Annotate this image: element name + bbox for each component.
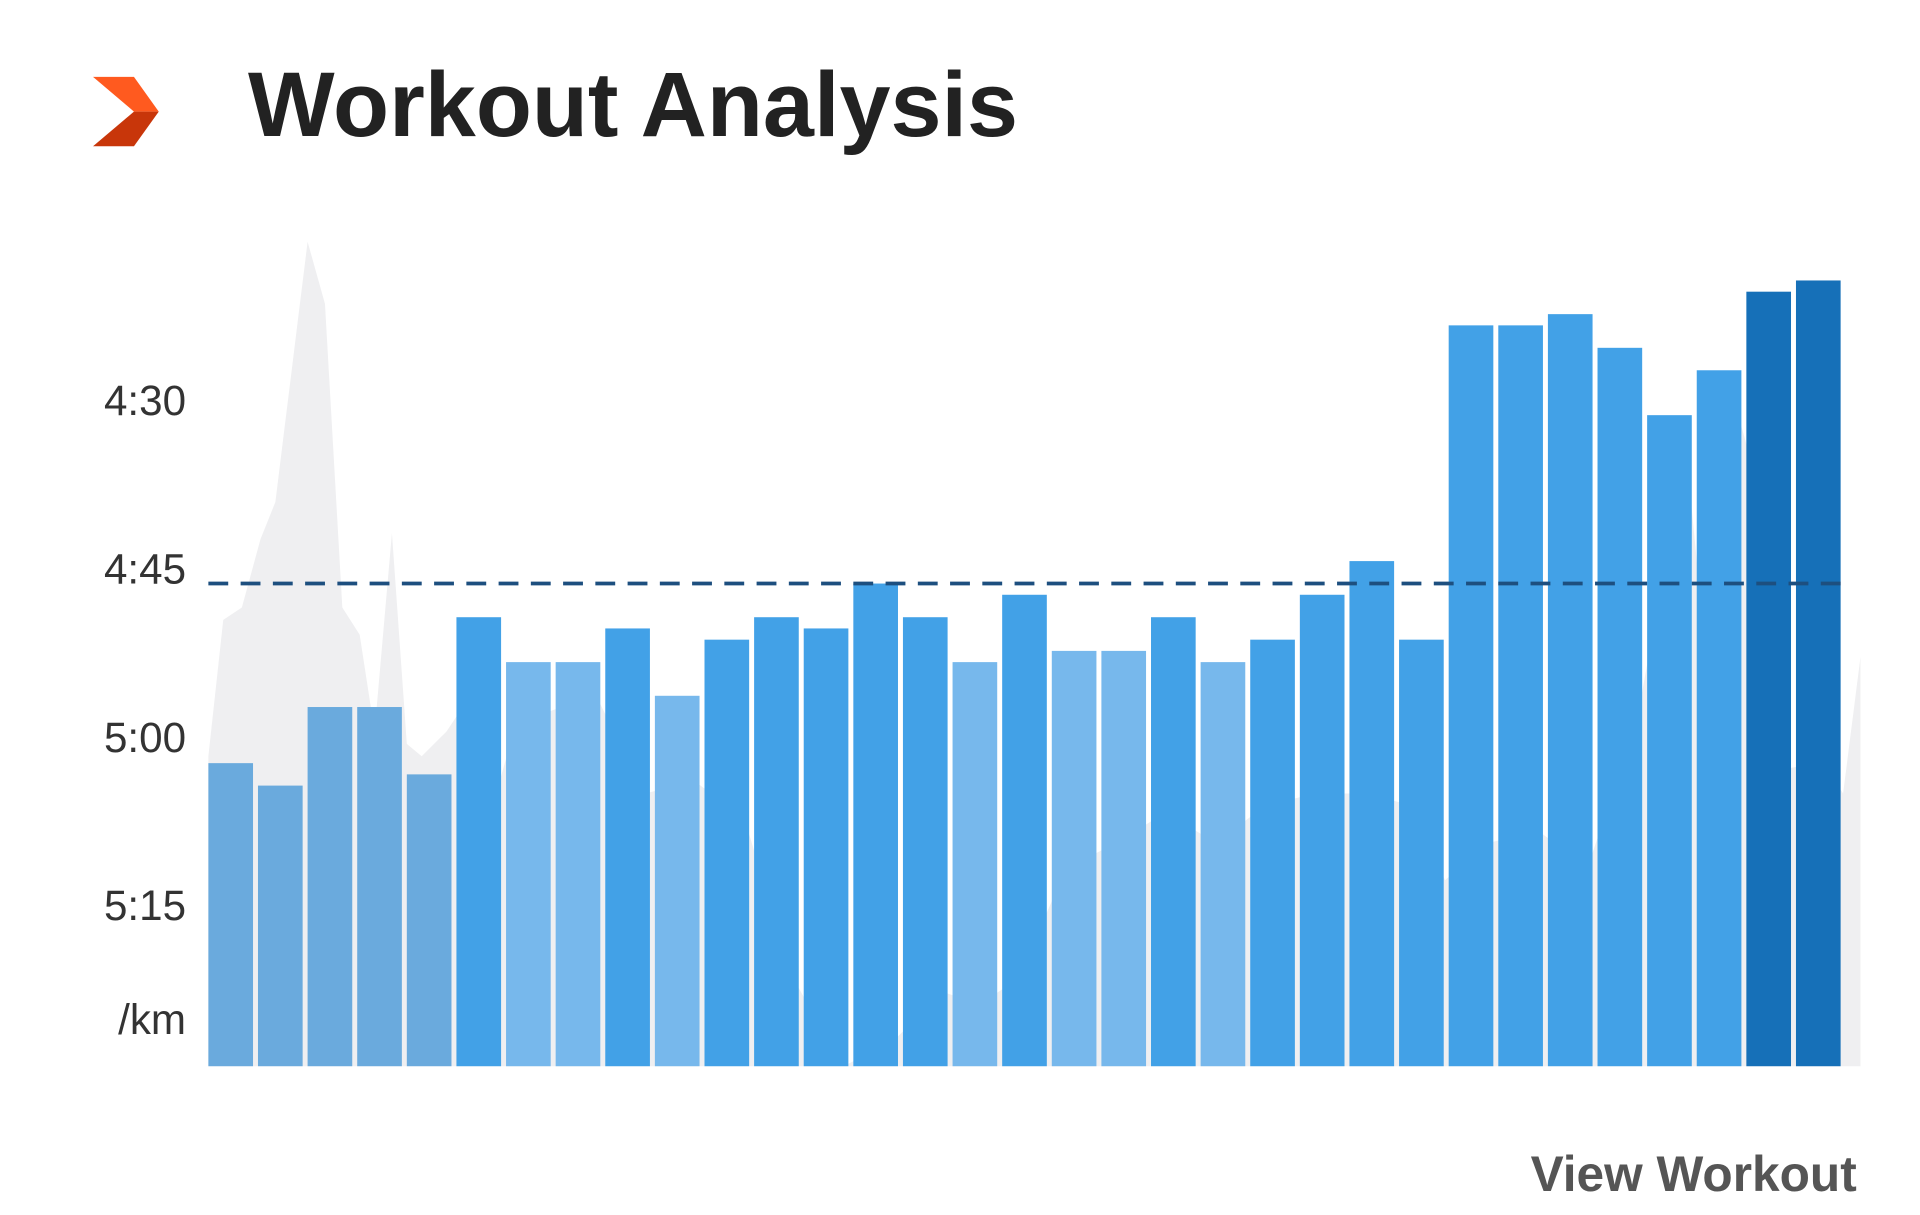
bar (853, 583, 898, 1067)
y-tick-label: 5:00 (104, 714, 186, 761)
bar (1597, 347, 1643, 1067)
bar (803, 628, 849, 1067)
bar (555, 662, 601, 1067)
y-unit: /km (118, 996, 186, 1043)
chart-title: Workout Analysis (248, 54, 1018, 156)
bar (1002, 594, 1047, 1067)
bar (1250, 639, 1295, 1067)
y-tick-label: 4:45 (104, 545, 186, 592)
bar (1299, 594, 1345, 1067)
bar (1795, 280, 1841, 1067)
bar (406, 774, 452, 1067)
bar (1547, 314, 1593, 1067)
y-tick-label: 5:15 (104, 882, 186, 929)
bar (1696, 370, 1742, 1067)
bar (1051, 650, 1097, 1067)
bar (1498, 325, 1543, 1067)
bar (1647, 415, 1692, 1067)
bar (208, 763, 254, 1067)
bar (605, 628, 650, 1067)
bar (654, 695, 700, 1067)
bar (1448, 325, 1494, 1067)
bar (1399, 639, 1444, 1067)
bar (902, 617, 948, 1067)
bar (754, 617, 799, 1067)
bar (456, 617, 502, 1067)
bar (1746, 291, 1792, 1067)
bar (1151, 617, 1196, 1067)
bar (1200, 662, 1246, 1067)
bar (952, 662, 998, 1067)
bar (1349, 561, 1395, 1067)
bar (257, 785, 303, 1067)
bar (506, 662, 551, 1067)
y-tick-label: 4:30 (104, 377, 186, 424)
logo (93, 76, 159, 147)
bar (704, 639, 750, 1067)
bar (357, 707, 402, 1067)
bar (1101, 650, 1147, 1067)
bar (307, 707, 353, 1067)
view-workout-link[interactable]: View Workout (1531, 1146, 1857, 1202)
